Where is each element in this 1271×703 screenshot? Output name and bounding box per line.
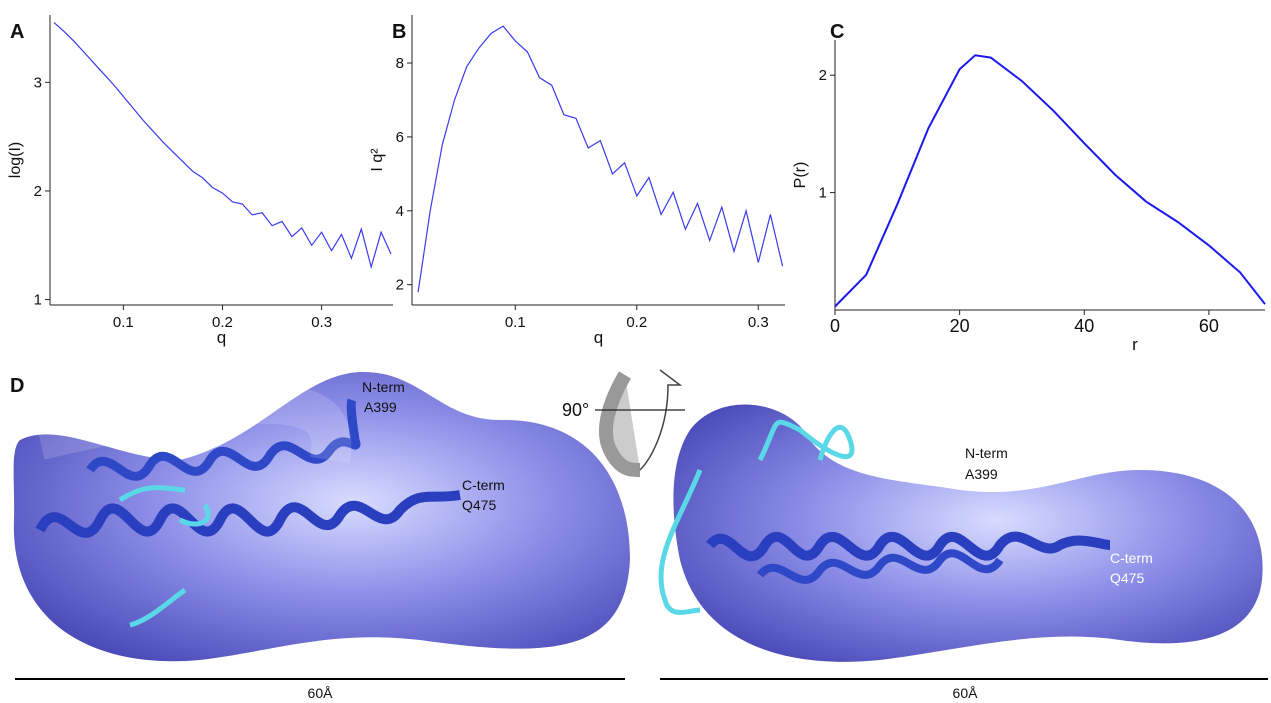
y-axis-label: P(r) <box>792 162 809 189</box>
envelope <box>673 404 1263 662</box>
x-tick-label: 0.1 <box>505 314 526 331</box>
y-tick-label: 2 <box>396 277 404 294</box>
annotation: C-term <box>462 477 505 493</box>
annotation: Q475 <box>1110 570 1144 586</box>
x-tick-label: 20 <box>950 316 970 336</box>
y-axis-label: I q² <box>369 148 386 172</box>
x-tick-label: 0.1 <box>113 314 134 331</box>
panel-d: D N-term A399 C-term Q475 60Å 90° N-term… <box>10 369 1268 701</box>
loop <box>658 419 855 615</box>
helix <box>756 549 1004 584</box>
envelope <box>13 371 631 662</box>
x-axis-label: q <box>594 328 603 347</box>
x-tick-label: 0.2 <box>626 314 647 331</box>
panel-label: B <box>392 21 406 43</box>
y-axis-label: log(I) <box>7 142 24 178</box>
helix <box>86 398 361 481</box>
x-tick-label: 40 <box>1074 316 1094 336</box>
highlight <box>35 383 352 464</box>
y-tick-label: 8 <box>396 55 404 72</box>
panel-label: D <box>10 375 24 397</box>
y-tick-label: 2 <box>34 183 42 200</box>
rotation-arrow <box>599 371 641 477</box>
x-tick-label: 0.3 <box>311 314 332 331</box>
y-tick-label: 2 <box>819 67 827 84</box>
scale-label: 60Å <box>308 685 334 701</box>
panel-label: C <box>830 21 844 43</box>
annotation: C-term <box>1110 550 1153 566</box>
data-line <box>53 22 392 270</box>
annotation: N-term <box>965 445 1008 461</box>
y-tick-label: 1 <box>819 185 827 202</box>
x-axis-label: q <box>217 328 226 347</box>
helix <box>35 490 461 538</box>
y-tick-label: 6 <box>396 129 404 146</box>
x-tick-label: 0.3 <box>748 314 769 331</box>
y-tick-label: 1 <box>34 292 42 309</box>
y-tick-label: 3 <box>34 74 42 91</box>
data-line <box>417 25 784 293</box>
x-tick-label: 0.2 <box>212 314 233 331</box>
rotation-arrow <box>639 369 683 471</box>
scale-label: 60Å <box>953 685 979 701</box>
annotation: Q475 <box>462 497 496 513</box>
x-tick-label: 60 <box>1199 316 1219 336</box>
annotation: A399 <box>364 399 397 415</box>
data-line <box>834 54 1266 308</box>
y-tick-label: 4 <box>396 203 404 220</box>
rotation-label: 90° <box>562 400 589 420</box>
x-tick-label: 0 <box>830 316 840 336</box>
helix <box>706 531 1111 562</box>
x-axis-label: r <box>1132 335 1138 354</box>
annotation: A399 <box>965 466 998 482</box>
panel-label: A <box>10 21 24 43</box>
annotation: N-term <box>362 379 405 395</box>
loop <box>118 485 211 628</box>
